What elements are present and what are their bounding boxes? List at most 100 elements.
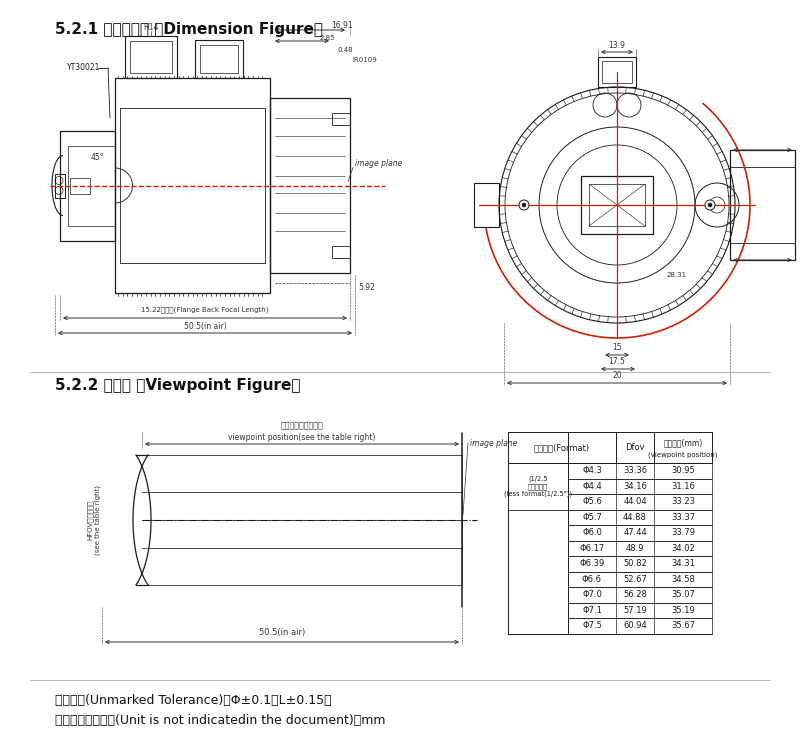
Bar xyxy=(195,40,243,78)
Text: 20: 20 xyxy=(612,370,622,379)
Text: Φ4.4: Φ4.4 xyxy=(582,482,602,491)
Text: 17.5: 17.5 xyxy=(609,357,626,366)
Text: Φ6.17: Φ6.17 xyxy=(579,544,605,553)
Text: 0.48: 0.48 xyxy=(337,47,353,53)
Text: image plane: image plane xyxy=(355,159,402,168)
Text: 44.04: 44.04 xyxy=(623,497,647,506)
Text: 31.16: 31.16 xyxy=(671,482,695,491)
Text: 13.9: 13.9 xyxy=(609,41,626,50)
Text: viewpoint position(see the table right): viewpoint position(see the table right) xyxy=(228,433,376,442)
Bar xyxy=(568,618,712,633)
Text: Φ5.7: Φ5.7 xyxy=(582,513,602,522)
Text: 本规格书未注单位(Unit is not indicatedin the document)：mm: 本规格书未注单位(Unit is not indicatedin the doc… xyxy=(55,714,386,727)
Text: 33.36: 33.36 xyxy=(623,466,647,475)
Text: 视点位置(mm): 视点位置(mm) xyxy=(663,438,702,447)
Bar xyxy=(568,525,712,541)
Text: 34.31: 34.31 xyxy=(671,559,695,569)
Text: Φ4.3: Φ4.3 xyxy=(582,466,602,475)
Text: 34.58: 34.58 xyxy=(671,575,695,584)
Text: Dfov: Dfov xyxy=(625,443,645,452)
Bar xyxy=(68,146,115,225)
Bar xyxy=(589,184,645,226)
Bar xyxy=(568,479,712,494)
Text: 28.31: 28.31 xyxy=(667,272,687,278)
Bar xyxy=(598,57,636,87)
Bar xyxy=(568,602,712,618)
Text: HFOV（见表格）
(see the table right): HFOV（见表格） (see the table right) xyxy=(87,485,101,555)
Text: 未注公差(Unmarked Tolerance)：Φ±0.1，L±0.15，: 未注公差(Unmarked Tolerance)：Φ±0.1，L±0.15， xyxy=(55,694,332,707)
Text: 44.88: 44.88 xyxy=(623,513,647,522)
Text: Φ7.0: Φ7.0 xyxy=(582,590,602,599)
Text: YT30021: YT30021 xyxy=(67,63,100,72)
Bar xyxy=(581,176,653,234)
Bar xyxy=(602,61,632,83)
Text: 35.19: 35.19 xyxy=(671,605,695,615)
Text: Φ7.1: Φ7.1 xyxy=(582,605,602,615)
Text: 5.92: 5.92 xyxy=(358,283,375,292)
Text: 视点位置（见表格）: 视点位置（见表格） xyxy=(281,421,323,431)
Text: 15.22注三射(Flange Back Focal Length): 15.22注三射(Flange Back Focal Length) xyxy=(142,307,269,314)
Text: 50.5(in air): 50.5(in air) xyxy=(259,629,305,637)
Text: 像面大小(Format): 像面大小(Format) xyxy=(534,443,590,452)
Bar xyxy=(474,183,499,227)
Bar xyxy=(508,432,712,463)
Circle shape xyxy=(519,200,529,210)
Text: Φ5.6: Φ5.6 xyxy=(582,497,602,506)
Text: 34.16: 34.16 xyxy=(623,482,647,491)
Text: 16.91: 16.91 xyxy=(331,22,353,30)
Bar xyxy=(332,113,350,125)
Text: 50.82: 50.82 xyxy=(623,559,647,569)
Bar xyxy=(55,173,65,198)
Bar xyxy=(70,177,90,194)
Bar xyxy=(568,587,712,602)
Text: 52.67: 52.67 xyxy=(623,575,647,584)
Text: 5.2.2 视点图 （Viewpoint Figure）: 5.2.2 视点图 （Viewpoint Figure） xyxy=(55,378,301,393)
Text: 2.85: 2.85 xyxy=(319,35,334,41)
Circle shape xyxy=(705,200,715,210)
Bar xyxy=(60,130,115,241)
Text: 45°: 45° xyxy=(90,153,104,162)
Bar xyxy=(130,41,172,73)
Bar xyxy=(200,45,238,73)
Text: IR0109: IR0109 xyxy=(352,57,377,63)
Text: image plane: image plane xyxy=(470,439,518,448)
Text: 15: 15 xyxy=(612,342,622,351)
Circle shape xyxy=(708,203,712,207)
Text: 5.2.1 外形尺寸图 （Dimension Figure）: 5.2.1 外形尺寸图 （Dimension Figure） xyxy=(55,22,323,37)
Text: (1/2.5
以下镜头）
(less format(1/2.5")): (1/2.5 以下镜头） (less format(1/2.5")) xyxy=(504,476,572,497)
Text: 57.19: 57.19 xyxy=(623,605,647,615)
Text: Φ6.0: Φ6.0 xyxy=(582,529,602,538)
Bar xyxy=(568,541,712,556)
Circle shape xyxy=(522,203,526,207)
Text: H14: H14 xyxy=(143,23,158,32)
Bar xyxy=(568,463,712,479)
Text: 60.94: 60.94 xyxy=(623,621,647,630)
Text: Φ7.5: Φ7.5 xyxy=(582,621,602,630)
Bar xyxy=(730,167,795,243)
Bar xyxy=(730,150,795,260)
Text: (viewpoint position): (viewpoint position) xyxy=(648,451,718,458)
Bar xyxy=(568,556,712,572)
Text: 33.23: 33.23 xyxy=(671,497,695,506)
Bar xyxy=(568,572,712,587)
Text: 56.28: 56.28 xyxy=(623,590,647,599)
Bar xyxy=(568,494,712,510)
Text: Φ6.6: Φ6.6 xyxy=(582,575,602,584)
Text: 33.79: 33.79 xyxy=(671,529,695,538)
Bar xyxy=(115,78,270,293)
Text: 35.67: 35.67 xyxy=(671,621,695,630)
Bar xyxy=(568,510,712,525)
Text: 34.02: 34.02 xyxy=(671,544,695,553)
Text: Φ6.39: Φ6.39 xyxy=(579,559,605,569)
Bar xyxy=(332,246,350,258)
Text: 30.95: 30.95 xyxy=(671,466,695,475)
Bar xyxy=(270,98,350,273)
Bar xyxy=(120,108,265,263)
Text: 48.9: 48.9 xyxy=(626,544,644,553)
Bar xyxy=(508,463,568,633)
Text: 35.07: 35.07 xyxy=(671,590,695,599)
Text: 33.37: 33.37 xyxy=(671,513,695,522)
Text: 47.44: 47.44 xyxy=(623,529,647,538)
Bar xyxy=(125,36,177,78)
Text: 50.5(in air): 50.5(in air) xyxy=(184,321,226,330)
